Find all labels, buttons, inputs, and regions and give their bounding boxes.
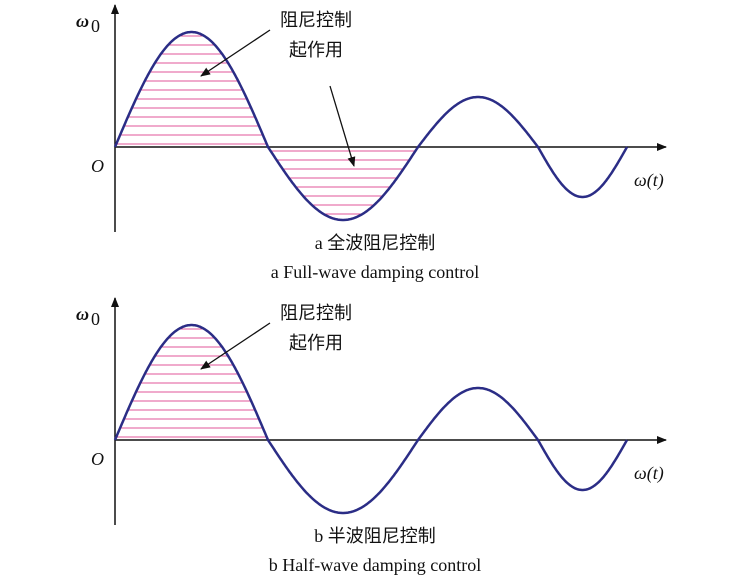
annotation-arrow <box>329 85 356 167</box>
hatch <box>268 150 418 215</box>
origin-label: O <box>91 449 104 469</box>
annotation-line: 阻尼控制 <box>280 303 352 323</box>
annotation-arrow <box>200 29 271 77</box>
x-axis-label: ω(t) <box>634 463 664 484</box>
caption-en: a Full-wave damping control <box>271 262 479 282</box>
hatch <box>115 328 268 438</box>
waveform <box>113 30 629 222</box>
annotation-line: 阻尼控制 <box>280 10 352 30</box>
annotation-line: 起作用 <box>289 333 343 353</box>
y-axis-label: ω <box>76 11 89 31</box>
y-axis-label: ω <box>76 304 89 324</box>
annotation-line: 起作用 <box>289 40 343 60</box>
waveform <box>113 323 629 515</box>
hatch <box>115 35 268 145</box>
y-axis-subscript: 0 <box>91 309 100 329</box>
caption-zh: a 全波阻尼控制 <box>315 233 436 253</box>
x-axis-label: ω(t) <box>634 170 664 191</box>
caption-zh: b 半波阻尼控制 <box>314 526 436 546</box>
annotation-arrow <box>200 322 271 370</box>
y-axis-subscript: 0 <box>91 16 100 36</box>
caption-en: b Half-wave damping control <box>269 555 481 575</box>
origin-label: O <box>91 156 104 176</box>
